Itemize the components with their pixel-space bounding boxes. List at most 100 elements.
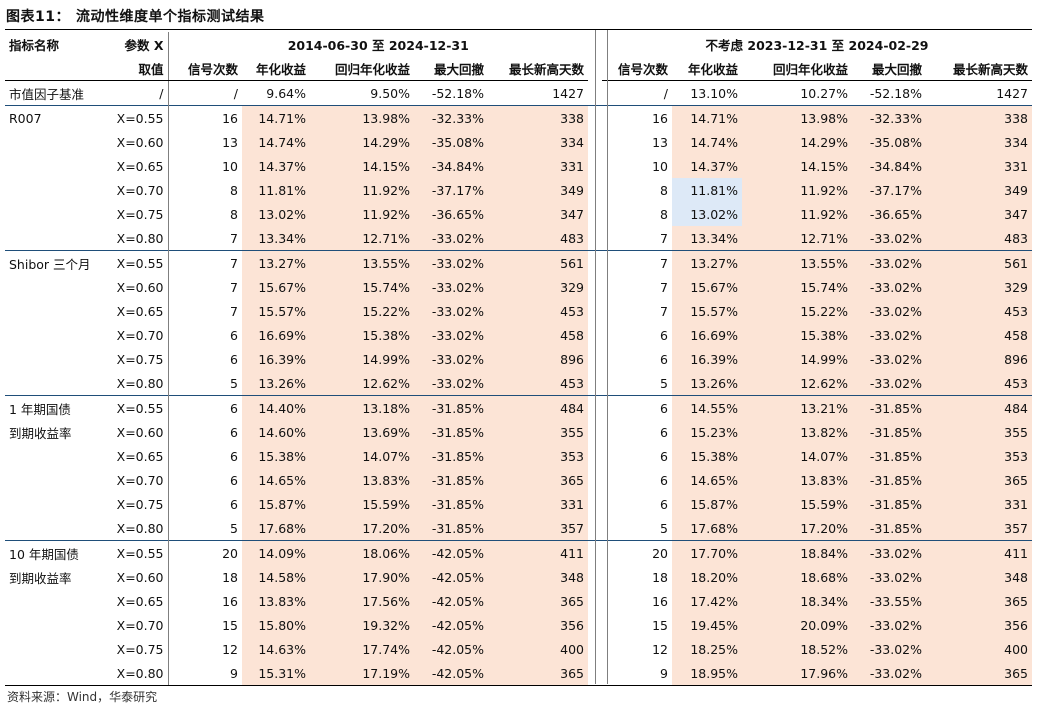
header-row-1: 指标名称 参数 X 2014-06-30 至 2024-12-31 不考虑 20… — [5, 32, 1032, 56]
p1-max-drawdown: -42.05% — [414, 637, 488, 661]
p2-longest-new-high: 458 — [926, 323, 1032, 347]
p1-signals: 6 — [230, 351, 238, 367]
param-value: X=0.75 — [112, 637, 169, 661]
table-row: 10 年期国债 X=0.55 20 14.09% 18.06% -42.05% 411 20 1… — [5, 540, 1032, 565]
p1-signals: 15 — [222, 617, 238, 633]
p2-regression-return: 15.74% — [742, 275, 852, 299]
p2-annual-return: 14.55% — [672, 395, 742, 420]
p1-longest-new-high: 355 — [488, 420, 588, 444]
p2-longest-new-high: 453 — [926, 299, 1032, 323]
p1-regression-return: 11.92% — [310, 178, 414, 202]
table-row: X=0.60 13 14.74% 14.29% -35.08% 334 13 14.74% 14… — [5, 130, 1032, 154]
p2-longest-new-high: 484 — [926, 395, 1032, 420]
indicator-name — [5, 347, 112, 371]
param-value: X=0.70 — [112, 178, 169, 202]
table-row: 1 年期国债 X=0.55 6 14.40% 13.18% -31.85% 484 6 14.5… — [5, 395, 1032, 420]
p1-regression-return: 14.29% — [310, 130, 414, 154]
p2-signals: 5 — [660, 375, 668, 391]
baseline-p1-newhigh: 1427 — [552, 85, 584, 101]
baseline-p2-annual: 13.10% — [690, 85, 738, 101]
p2-signals: 7 — [660, 230, 668, 246]
indicator-name: Shibor 三个月 — [5, 250, 112, 275]
p2-max-drawdown: -33.02% — [852, 661, 926, 686]
p2-annual-return: 13.02% — [672, 202, 742, 226]
p2-annual-return: 11.81% — [672, 178, 742, 202]
baseline-p2-regression: 10.27% — [800, 85, 848, 101]
p1-max-drawdown: -33.02% — [414, 250, 488, 275]
indicator-name — [5, 275, 112, 299]
p2-longest-new-high: 353 — [926, 444, 1032, 468]
col-header-longest-new-high: 最长新高天数 — [488, 56, 588, 81]
p2-annual-return: 18.20% — [672, 565, 742, 589]
indicator-name — [5, 613, 112, 637]
p2-max-drawdown: -33.02% — [852, 565, 926, 589]
p2-signals: 12 — [652, 641, 668, 657]
p2-longest-new-high: 331 — [926, 492, 1032, 516]
p1-annual-return: 13.27% — [242, 250, 310, 275]
p1-regression-return: 12.62% — [310, 371, 414, 396]
p1-signals: 16 — [168, 105, 242, 130]
p1-longest-new-high: 365 — [488, 468, 588, 492]
p2-max-drawdown: -31.85% — [852, 444, 926, 468]
table-row: X=0.75 8 13.02% 11.92% -36.65% 347 8 13.02% 11.9… — [5, 202, 1032, 226]
section-divider-right — [607, 30, 608, 684]
p2-signals: 7 — [602, 250, 672, 275]
p1-signals: 5 — [230, 520, 238, 536]
p2-regression-return: 15.38% — [742, 323, 852, 347]
p1-annual-return: 14.71% — [242, 105, 310, 130]
param-value: X=0.80 — [112, 661, 169, 686]
p1-annual-return: 13.83% — [242, 589, 310, 613]
p2-regression-return: 14.07% — [742, 444, 852, 468]
col-header-signals-2: 信号次数 — [602, 56, 672, 81]
p2-annual-return: 19.45% — [672, 613, 742, 637]
indicator-name: 到期收益率 — [9, 425, 72, 441]
p2-signals: 8 — [660, 206, 668, 222]
p1-longest-new-high: 458 — [488, 323, 588, 347]
p2-max-drawdown: -33.02% — [852, 371, 926, 396]
p1-signals: 7 — [230, 303, 238, 319]
col-header-longest-new-high-2: 最长新高天数 — [926, 56, 1032, 81]
p2-max-drawdown: -33.02% — [852, 540, 926, 565]
source-note: 资料来源：Wind，华泰研究 — [7, 690, 158, 704]
p1-regression-return: 13.55% — [310, 250, 414, 275]
col-header-indicator: 指标名称 — [9, 37, 60, 53]
header-row-2: 取值 信号次数 年化收益 回归年化收益 最大回撤 最长新高天数 信号次数 年化收… — [5, 56, 1032, 81]
param-value: X=0.65 — [112, 154, 169, 178]
p1-max-drawdown: -36.65% — [414, 202, 488, 226]
figure-title-text: 流动性维度单个指标测试结果 — [75, 9, 265, 25]
p2-longest-new-high: 348 — [926, 565, 1032, 589]
param-value: X=0.60 — [112, 420, 169, 444]
p1-longest-new-high: 453 — [488, 299, 588, 323]
p2-annual-return: 14.74% — [672, 130, 742, 154]
indicator-name: 10 年期国债 — [5, 540, 112, 565]
p1-longest-new-high: 365 — [488, 589, 588, 613]
p1-signals: 6 — [230, 448, 238, 464]
p2-annual-return: 16.39% — [672, 347, 742, 371]
p1-max-drawdown: -31.85% — [414, 395, 488, 420]
p1-annual-return: 13.26% — [242, 371, 310, 396]
param-value: X=0.60 — [112, 565, 169, 589]
indicator-name: 1 年期国债 — [5, 395, 112, 420]
col-header-max-drawdown: 最大回撤 — [414, 56, 488, 81]
p1-signals: 6 — [230, 327, 238, 343]
p2-annual-return: 14.37% — [672, 154, 742, 178]
p2-regression-return: 18.52% — [742, 637, 852, 661]
p2-regression-return: 13.82% — [742, 420, 852, 444]
p2-longest-new-high: 331 — [926, 154, 1032, 178]
p1-signals: 7 — [230, 230, 238, 246]
results-table: 指标名称 参数 X 2014-06-30 至 2024-12-31 不考虑 20… — [5, 32, 1032, 686]
table-row: X=0.75 12 14.63% 17.74% -42.05% 400 12 18.25% 18… — [5, 637, 1032, 661]
p2-annual-return: 15.57% — [672, 299, 742, 323]
p1-regression-return: 12.71% — [310, 226, 414, 251]
p1-signals: 8 — [230, 206, 238, 222]
baseline-p1-signals: / — [233, 85, 238, 101]
p1-longest-new-high: 896 — [488, 347, 588, 371]
param-value: X=0.75 — [112, 347, 169, 371]
p1-signals: 5 — [230, 375, 238, 391]
p2-longest-new-high: 400 — [926, 637, 1032, 661]
p2-max-drawdown: -31.85% — [852, 492, 926, 516]
p2-signals: 5 — [660, 520, 668, 536]
p2-signals: 10 — [652, 158, 668, 174]
p2-regression-return: 11.92% — [742, 202, 852, 226]
p2-annual-return: 15.87% — [672, 492, 742, 516]
